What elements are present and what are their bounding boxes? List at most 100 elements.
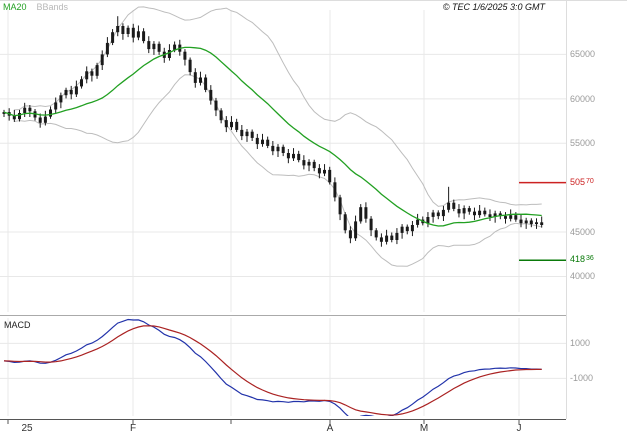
macd-line (3, 318, 542, 416)
candle-body (359, 207, 363, 222)
candle-body (374, 230, 378, 238)
candle-body (488, 214, 492, 217)
candle-body (452, 202, 456, 209)
candle-body (317, 168, 321, 174)
candle-body (209, 89, 213, 101)
candle-body (261, 139, 264, 145)
candle-body (410, 225, 414, 232)
candle-body (493, 213, 497, 217)
candle-body (199, 77, 202, 83)
candle-body (214, 100, 218, 111)
candle-body (193, 72, 197, 83)
candle-body (121, 26, 125, 34)
candle-body (147, 41, 151, 50)
candle-body (379, 237, 383, 242)
candle-body (59, 95, 63, 103)
candle-body (111, 32, 115, 43)
bollinger-lower-line (14, 74, 542, 267)
candle-body (116, 26, 120, 33)
candle-body (457, 209, 461, 214)
candle-body (498, 213, 502, 217)
candle-body (333, 182, 337, 198)
macd-signal-line (3, 325, 542, 416)
candle-body (473, 211, 476, 216)
candle-body (302, 160, 306, 166)
legend-item-bbands[interactable]: BBands (36, 2, 69, 12)
candle-body (173, 44, 177, 50)
candle-body (436, 212, 440, 217)
candle-body (69, 89, 73, 95)
candle-body (219, 110, 223, 121)
candle-body (74, 86, 78, 95)
candle-body (18, 113, 21, 120)
copyright-text: © TEC 1/6/2025 3:0 GMT (442, 2, 545, 12)
candle-body (385, 235, 389, 242)
candle-body (369, 218, 373, 231)
candle-body (343, 214, 347, 231)
candle-body (2, 112, 6, 114)
candle-body (354, 221, 358, 239)
candle-body (441, 209, 445, 217)
candle-body (416, 219, 420, 225)
candle-body (136, 31, 140, 38)
candle-body (535, 222, 538, 225)
candle-body (462, 208, 466, 214)
candle-body (90, 71, 94, 76)
candle-body (105, 42, 109, 55)
candle-body (250, 131, 254, 138)
candle-body (28, 107, 32, 112)
candle-body (157, 43, 161, 52)
candle-body (204, 77, 208, 90)
candle-body (426, 217, 430, 224)
candle-body (323, 169, 326, 174)
candle-body (183, 51, 187, 60)
candle-body (286, 153, 290, 159)
candle-body (224, 120, 228, 128)
bollinger-upper-line (14, 6, 542, 207)
candle-body (400, 226, 404, 233)
candle-body (23, 107, 27, 113)
candle-body (338, 197, 342, 215)
candle-body (519, 219, 523, 224)
candle-body (85, 71, 89, 80)
candle-body (54, 102, 58, 110)
candle-body (281, 146, 285, 153)
candle-body (292, 153, 295, 159)
candle-body (245, 131, 249, 137)
candle-body (509, 215, 513, 219)
macd-panel-label: MACD (4, 320, 31, 330)
candle-body (514, 215, 518, 220)
candle-body (405, 226, 409, 232)
candle-body (276, 146, 280, 152)
candle-body (38, 117, 42, 123)
candle-body (529, 220, 533, 225)
candle-body (131, 27, 135, 38)
candle-body (447, 202, 451, 210)
candle-body (235, 121, 239, 130)
candle-body (524, 220, 528, 224)
candle-body (483, 210, 487, 215)
candle-body (504, 216, 507, 219)
candle-body (307, 161, 311, 166)
candle-body (395, 232, 399, 240)
candle-body (12, 115, 16, 120)
candle-body (49, 109, 52, 117)
candle-body (266, 139, 270, 146)
candle-body (126, 27, 130, 34)
legend-item-ma20[interactable]: MA20 (3, 2, 27, 12)
candle-body (540, 222, 544, 225)
candle-body (271, 145, 275, 152)
candle-body (188, 59, 192, 73)
candle-body (240, 129, 244, 137)
candle-body (348, 230, 352, 239)
candle-body (478, 210, 482, 216)
candle-body (390, 235, 394, 240)
candle-body (43, 116, 47, 123)
candle-body (230, 121, 233, 128)
candle-body (297, 153, 301, 161)
candlesticks (2, 16, 544, 247)
candle-body (64, 89, 68, 96)
candle-body (142, 31, 146, 42)
